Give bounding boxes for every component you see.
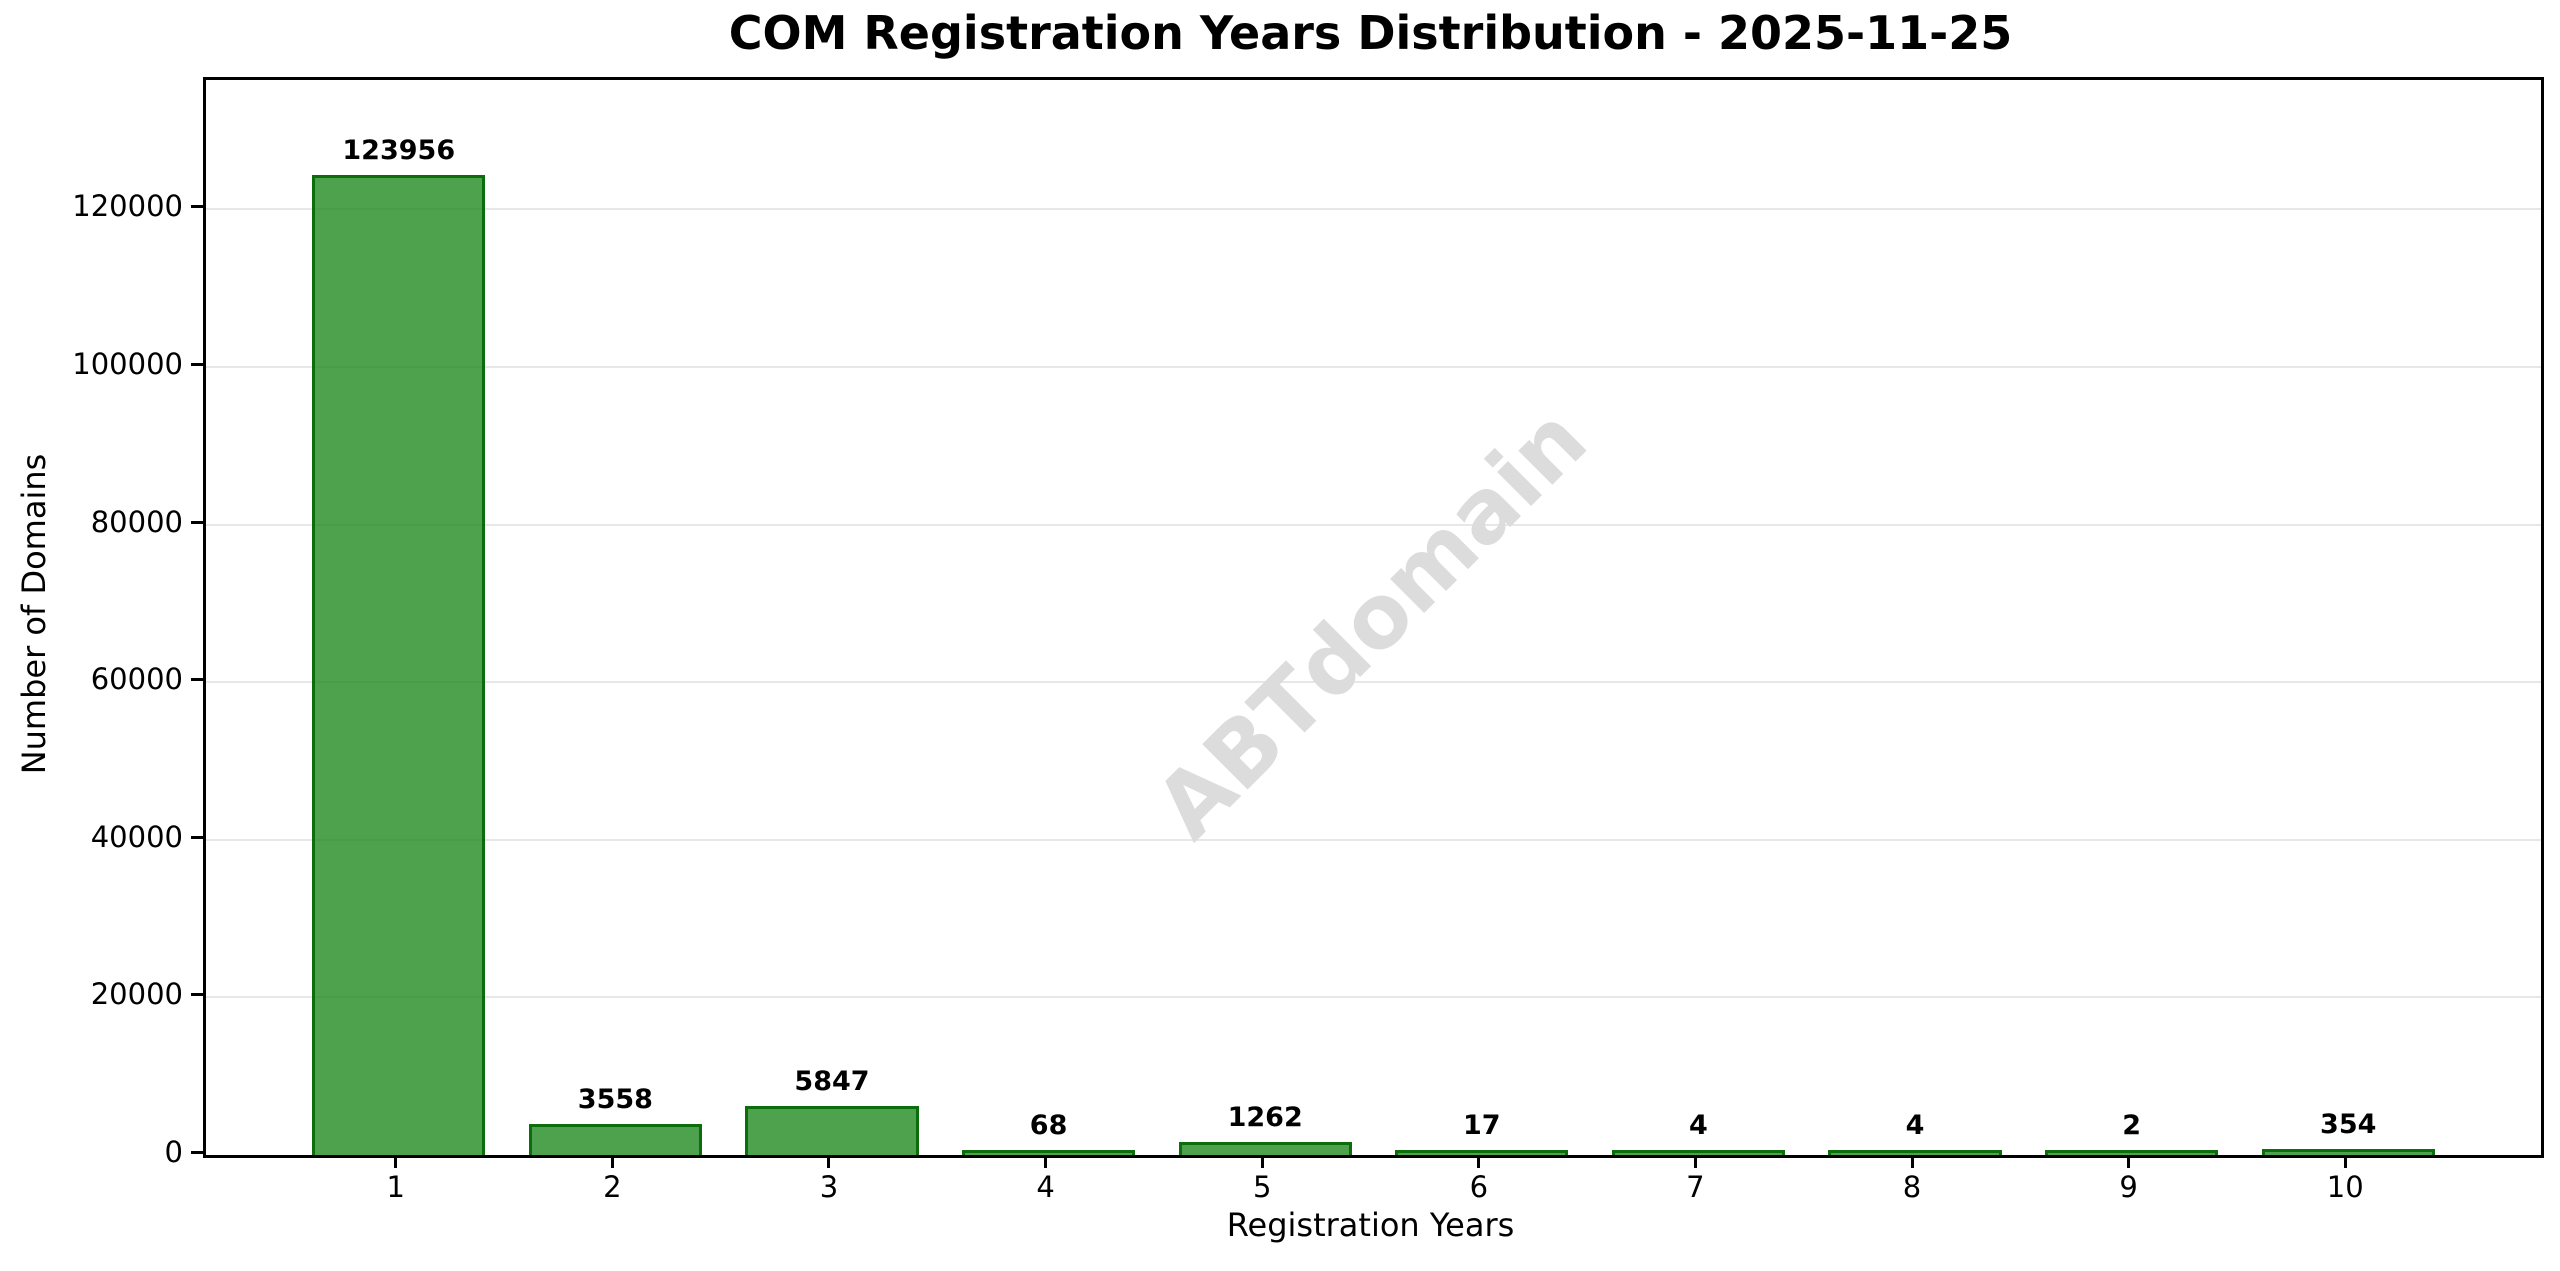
y-tick-mark: [191, 205, 203, 209]
x-tick-label: 5: [1252, 1170, 1272, 1204]
x-tick-mark: [827, 1155, 831, 1168]
x-tick-label: 1: [386, 1170, 405, 1204]
bar-year-6: [1395, 1150, 1569, 1155]
x-tick-label: 8: [1902, 1170, 1922, 1204]
y-tick-mark: [191, 993, 203, 997]
bar-year-3: [745, 1105, 919, 1155]
x-tick-mark: [1477, 1155, 1481, 1168]
y-axis-label: Number of Domains: [15, 453, 53, 775]
bar-value-label: 3558: [577, 1083, 653, 1115]
bar-year-7: [1611, 1150, 1786, 1155]
bar-value-label: 123956: [342, 135, 456, 167]
y-gridline: [206, 523, 2541, 526]
y-tick-mark: [191, 520, 203, 524]
x-tick-mark: [1693, 1155, 1697, 1168]
y-tick-mark: [191, 678, 203, 682]
x-tick-label: 2: [603, 1170, 622, 1204]
y-tick-mark: [191, 362, 203, 366]
bar-value-label: 17: [1463, 1110, 1501, 1141]
bar-year-8: [1828, 1150, 2002, 1155]
y-gridline: [206, 681, 2541, 684]
y-tick-label: 60000: [90, 662, 183, 697]
x-tick-mark: [2127, 1155, 2131, 1168]
y-gridline: [206, 208, 2541, 211]
y-gridline: [206, 365, 2541, 368]
x-tick-label: 10: [2326, 1170, 2364, 1204]
bar-value-label: 4: [1905, 1110, 1925, 1141]
y-tick-label: 0: [164, 1135, 183, 1169]
y-tick-label: 80000: [90, 504, 183, 539]
bar-value-label: 2: [2122, 1110, 2141, 1141]
bar-year-5: [1178, 1142, 1352, 1155]
bar-value-label: 68: [1029, 1110, 1068, 1141]
y-tick-label: 20000: [90, 977, 183, 1012]
bar-value-label: 354: [2320, 1109, 2377, 1141]
x-tick-label: 3: [819, 1170, 839, 1204]
plot-area: ABTdomain 123956 3558 5847 68 1262 17 4 4 2 354: [203, 77, 2544, 1158]
x-tick-mark: [394, 1155, 398, 1168]
x-axis-label: Registration Years: [1226, 1206, 1515, 1244]
bar-value-label: 5847: [794, 1065, 870, 1097]
watermark-text: ABTdomain: [1135, 387, 1607, 859]
x-tick-mark: [2343, 1155, 2347, 1168]
y-tick-label: 100000: [72, 346, 183, 381]
x-tick-label: 4: [1036, 1170, 1055, 1204]
y-tick-label: 40000: [90, 819, 183, 854]
x-tick-mark: [1910, 1155, 1914, 1168]
x-tick-mark: [1260, 1155, 1264, 1168]
x-tick-mark: [610, 1155, 614, 1168]
y-tick-mark: [191, 1151, 203, 1154]
chart-title: COM Registration Years Distribution - 20…: [728, 6, 2013, 60]
y-tick-label: 120000: [72, 189, 183, 224]
x-tick-mark: [1044, 1155, 1048, 1168]
x-tick-label: 9: [2119, 1170, 2138, 1204]
bar-year-10: [2261, 1149, 2435, 1155]
y-gridline: [206, 996, 2541, 999]
y-tick-mark: [191, 835, 203, 839]
bar-year-1: [312, 175, 486, 1155]
bar-value-label: 1262: [1227, 1102, 1303, 1134]
y-gridline: [206, 838, 2541, 841]
bar-year-4: [961, 1150, 1136, 1155]
bar-value-label: 4: [1689, 1110, 1708, 1141]
x-tick-label: 6: [1469, 1170, 1489, 1204]
x-tick-label: 7: [1686, 1170, 1705, 1204]
bar-year-2: [528, 1123, 703, 1155]
bar-year-9: [2044, 1150, 2219, 1155]
